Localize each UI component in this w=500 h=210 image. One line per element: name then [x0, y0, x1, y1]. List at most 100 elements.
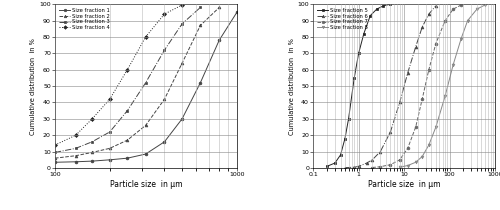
Size fraction 2 — [106, 147, 112, 150]
Y-axis label: Cumulative distribution  in %: Cumulative distribution in % — [288, 38, 294, 135]
Size fraction 5 — [356, 52, 362, 55]
Size fraction 7 — [412, 126, 418, 128]
Size fraction 7 — [378, 165, 384, 168]
Size fraction 5 — [374, 8, 380, 10]
Size fraction 7 — [396, 159, 402, 161]
Size fraction 2 — [198, 24, 203, 27]
Size fraction 5 — [324, 165, 330, 168]
Size fraction 6 — [412, 46, 418, 48]
Size fraction 1 — [89, 160, 95, 162]
Size fraction 2 — [216, 6, 222, 9]
Size fraction 8 — [458, 37, 464, 40]
Size fraction 7 — [442, 19, 448, 22]
Size fraction 4 — [89, 118, 95, 120]
Size fraction 2 — [72, 155, 78, 157]
Size fraction 7 — [450, 8, 456, 10]
Size fraction 7 — [433, 42, 439, 45]
Size fraction 1 — [106, 159, 112, 161]
Size fraction 3 — [124, 109, 130, 112]
Size fraction 3 — [162, 49, 168, 51]
Size fraction 1 — [124, 157, 130, 159]
Size fraction 2 — [179, 62, 185, 64]
Size fraction 5 — [338, 154, 344, 156]
Size fraction 6 — [364, 162, 370, 164]
Size fraction 3 — [89, 140, 95, 143]
Size fraction 5 — [332, 162, 338, 164]
Line: Size fraction 6: Size fraction 6 — [344, 4, 438, 169]
Size fraction 1 — [52, 161, 58, 164]
Size fraction 1 — [234, 11, 240, 14]
Size fraction 1 — [142, 153, 148, 155]
Size fraction 6 — [356, 165, 362, 168]
Size fraction 2 — [142, 124, 148, 127]
Size fraction 6 — [404, 72, 410, 74]
Size fraction 7 — [388, 163, 394, 166]
Size fraction 7 — [458, 4, 464, 6]
Size fraction 1 — [179, 118, 185, 120]
Size fraction 5 — [367, 14, 373, 17]
Size fraction 1 — [72, 160, 78, 163]
X-axis label: Particle size  in µm: Particle size in µm — [368, 180, 440, 189]
Size fraction 6 — [342, 166, 348, 169]
Size fraction 5 — [388, 3, 394, 5]
Size fraction 1 — [198, 81, 203, 84]
Legend: Size fraction 5, Size fraction 6, Size fraction 7, Size fraction 8: Size fraction 5, Size fraction 6, Size f… — [316, 7, 369, 31]
Size fraction 6 — [351, 166, 357, 168]
Size fraction 8 — [412, 161, 418, 164]
Size fraction 7 — [370, 166, 376, 169]
Size fraction 4 — [106, 98, 112, 100]
Size fraction 2 — [89, 151, 95, 154]
Line: Size fraction 5: Size fraction 5 — [326, 3, 392, 168]
Y-axis label: Cumulative distribution  in %: Cumulative distribution in % — [30, 38, 36, 135]
Size fraction 8 — [450, 64, 456, 66]
Size fraction 5 — [380, 5, 386, 7]
Size fraction 6 — [396, 101, 402, 104]
Line: Size fraction 1: Size fraction 1 — [54, 11, 238, 164]
Size fraction 5 — [342, 137, 348, 140]
Size fraction 3 — [106, 131, 112, 133]
Size fraction 1 — [162, 140, 168, 143]
Size fraction 8 — [396, 166, 402, 168]
Size fraction 8 — [404, 164, 410, 167]
Line: Size fraction 3: Size fraction 3 — [54, 6, 202, 154]
Size fraction 2 — [162, 98, 168, 100]
Size fraction 6 — [378, 150, 384, 153]
Size fraction 6 — [419, 26, 425, 28]
X-axis label: Particle size  in µm: Particle size in µm — [110, 180, 182, 189]
Size fraction 1 — [216, 39, 222, 42]
Size fraction 3 — [198, 6, 203, 9]
Size fraction 4 — [162, 13, 168, 15]
Size fraction 3 — [179, 23, 185, 25]
Line: Size fraction 4: Size fraction 4 — [54, 4, 184, 146]
Size fraction 8 — [433, 126, 439, 128]
Line: Size fraction 7: Size fraction 7 — [371, 4, 462, 169]
Line: Size fraction 8: Size fraction 8 — [398, 4, 486, 169]
Size fraction 7 — [426, 68, 432, 71]
Size fraction 4 — [52, 144, 58, 146]
Size fraction 3 — [52, 151, 58, 154]
Size fraction 8 — [482, 4, 488, 6]
Size fraction 2 — [52, 157, 58, 159]
Size fraction 4 — [124, 68, 130, 71]
Size fraction 4 — [72, 134, 78, 136]
Legend: Size fraction 1, Size fraction 2, Size fraction 3, Size fraction 4: Size fraction 1, Size fraction 2, Size f… — [58, 7, 111, 31]
Size fraction 7 — [419, 98, 425, 100]
Size fraction 8 — [426, 144, 432, 146]
Size fraction 2 — [124, 139, 130, 141]
Size fraction 5 — [351, 77, 357, 79]
Size fraction 3 — [72, 147, 78, 150]
Size fraction 8 — [442, 95, 448, 97]
Size fraction 3 — [142, 81, 148, 84]
Size fraction 4 — [179, 4, 185, 6]
Size fraction 8 — [464, 19, 470, 22]
Size fraction 7 — [404, 147, 410, 150]
Size fraction 6 — [426, 13, 432, 15]
Size fraction 5 — [346, 118, 352, 120]
Size fraction 4 — [142, 36, 148, 38]
Size fraction 6 — [388, 131, 394, 133]
Size fraction 8 — [474, 8, 480, 10]
Size fraction 8 — [419, 155, 425, 158]
Line: Size fraction 2: Size fraction 2 — [54, 6, 220, 160]
Size fraction 6 — [370, 159, 376, 161]
Size fraction 6 — [433, 5, 439, 7]
